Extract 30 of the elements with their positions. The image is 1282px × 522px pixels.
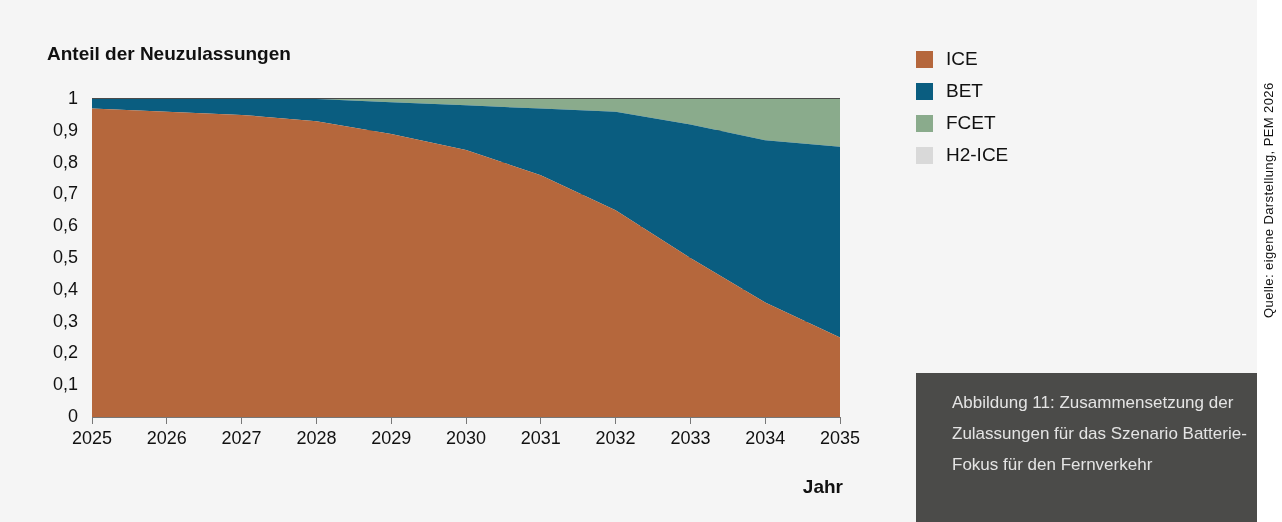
y-tick-label: 0,7 (52, 183, 78, 204)
x-tick-label: 2033 (670, 427, 711, 448)
chart-title: Anteil der Neuzulassungen (47, 43, 291, 65)
x-tick-label: 2029 (371, 427, 412, 448)
legend-label: ICE (946, 48, 978, 70)
y-tick-label: 0,6 (52, 215, 78, 236)
y-tick-label: 0 (67, 405, 78, 426)
y-tick-label: 0,1 (52, 374, 78, 395)
legend-label: BET (946, 80, 983, 102)
y-tick-label: 1 (67, 87, 78, 108)
x-tick-label: 2031 (520, 427, 561, 448)
y-tick-label: 0,5 (52, 246, 78, 267)
legend-label: FCET (946, 112, 996, 134)
x-tick-label: 2027 (221, 427, 262, 448)
source-note: Quelle: eigene Darstellung, PEM 2026 (1261, 82, 1276, 318)
y-tick-label: 0,9 (52, 119, 78, 140)
x-tick-label: 2028 (296, 427, 337, 448)
y-tick-label: 0,3 (52, 310, 78, 331)
x-tick-label: 2026 (146, 427, 187, 448)
x-tick-label: 2034 (745, 427, 786, 448)
y-tick-label: 0,4 (52, 278, 78, 299)
x-tick-label: 2030 (445, 427, 487, 448)
x-tick-label: 2025 (71, 427, 113, 448)
legend-label: H2-ICE (946, 144, 1009, 166)
text: Abbildung 11: Zusammensetzung der Zulassungen für das Szenario Batterie-Fokus für den Fernverkehr (952, 392, 1248, 476)
y-tick-label: 0,8 (52, 151, 78, 172)
x-axis-title: Jahr (802, 476, 843, 498)
x-tick-label: 2035 (819, 427, 861, 448)
y-tick-label: 0,2 (52, 342, 78, 363)
x-tick-label: 2032 (595, 427, 636, 448)
